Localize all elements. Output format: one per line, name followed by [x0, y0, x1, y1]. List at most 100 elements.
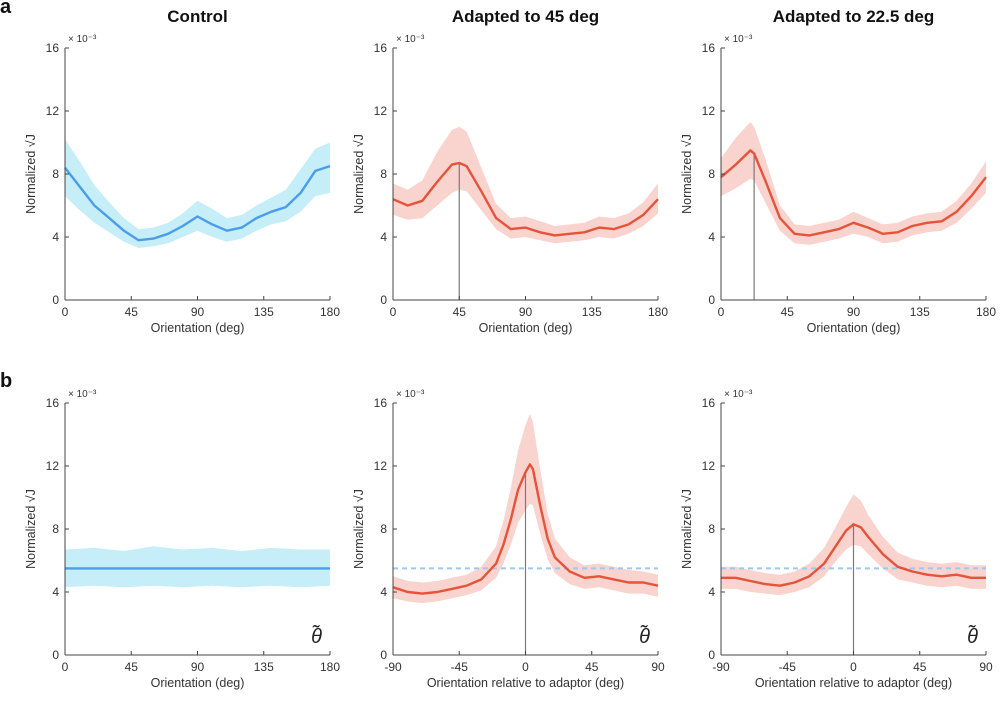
y-axis-label: Normalized √J — [24, 134, 38, 214]
x-tick-label: 0 — [62, 660, 69, 674]
y-exponent-label: × 10⁻³ — [724, 34, 753, 45]
x-tick-label: 135 — [254, 660, 274, 674]
y-axis-label: Normalized √J — [352, 489, 366, 569]
x-tick-label: 90 — [519, 305, 533, 319]
series-line — [720, 149, 987, 237]
x-axis-label: Orientation (deg) — [151, 321, 245, 335]
panel-b1: 0 4 8 12 16 0 45 90 135 180 × 10⁻³ Orientation (deg… — [24, 389, 340, 690]
y-axis-label: Normalized √J — [680, 489, 694, 569]
y-tick-label: 0 — [380, 293, 387, 307]
theta-symbol: θ̃ — [639, 624, 650, 648]
x-tick-label: 0 — [62, 305, 69, 319]
panel-a2: Adapted to 45 deg 0 4 8 12 16 0 45 90 135 180 × 10⁻… — [352, 7, 668, 335]
y-tick-label: 16 — [374, 396, 388, 410]
confidence-band — [65, 139, 330, 248]
theta-symbol: θ̃ — [967, 624, 978, 648]
x-tick-label: 90 — [847, 305, 861, 319]
x-tick-label: 180 — [320, 305, 340, 319]
x-tick-label: 45 — [781, 305, 795, 319]
y-exponent-label: × 10⁻³ — [68, 34, 97, 45]
x-tick-label: -90 — [384, 660, 402, 674]
y-exponent-label: × 10⁻³ — [68, 389, 97, 400]
y-tick-label: 8 — [52, 522, 59, 536]
y-tick-label: 4 — [708, 230, 715, 244]
x-tick-label: 0 — [390, 305, 397, 319]
y-axis-label: Normalized √J — [680, 134, 694, 214]
y-tick-label: 0 — [708, 648, 715, 662]
y-tick-label: 12 — [702, 104, 716, 118]
y-tick-label: 12 — [374, 459, 388, 473]
x-axis-label: Orientation (deg) — [807, 321, 901, 335]
x-tick-label: 135 — [582, 305, 602, 319]
y-tick-label: 12 — [702, 459, 716, 473]
x-tick-label: 180 — [648, 305, 668, 319]
x-tick-label: 90 — [651, 660, 665, 674]
panel-a1: Control 0 4 8 12 16 0 45 90 135 180 × 10⁻³ Orientati… — [24, 7, 340, 335]
y-tick-label: 0 — [52, 648, 59, 662]
y-tick-label: 8 — [52, 167, 59, 181]
panel-b3: 0 4 8 12 16 -90 -45 0 45 90 × 10⁻³ Orientation rela… — [680, 389, 993, 690]
y-tick-label: 12 — [374, 104, 388, 118]
panel-title: Adapted to 45 deg — [452, 7, 599, 26]
x-tick-label: 180 — [976, 305, 996, 319]
x-tick-label: -45 — [779, 660, 797, 674]
x-tick-label: 135 — [254, 305, 274, 319]
y-tick-label: 16 — [46, 41, 60, 55]
x-tick-label: 180 — [320, 660, 340, 674]
panel-a3: Adapted to 22.5 deg 0 4 8 12 16 0 45 90 135 180 × 1… — [680, 7, 996, 335]
y-tick-label: 4 — [380, 585, 387, 599]
panel-b2: 0 4 8 12 16 -90 -45 0 45 90 × 10⁻³ Orientation rela… — [352, 389, 665, 690]
confidence-band — [721, 122, 986, 245]
x-axis-label: Orientation relative to adaptor (deg) — [427, 676, 624, 690]
y-tick-label: 12 — [46, 104, 60, 118]
y-tick-label: 8 — [380, 167, 387, 181]
x-tick-label: 45 — [585, 660, 599, 674]
y-tick-label: 16 — [374, 41, 388, 55]
x-tick-label: 45 — [913, 660, 927, 674]
x-tick-label: 0 — [850, 660, 857, 674]
y-axis-label: Normalized √J — [24, 489, 38, 569]
series-line — [392, 161, 659, 237]
row-label-b: b — [0, 370, 13, 392]
y-tick-label: 4 — [52, 230, 59, 244]
y-tick-label: 8 — [708, 167, 715, 181]
theta-symbol: θ̃ — [311, 624, 322, 648]
x-axis-label: Orientation (deg) — [151, 676, 245, 690]
y-axis-label: Normalized √J — [352, 134, 366, 214]
y-tick-label: 4 — [708, 585, 715, 599]
x-axis-label: Orientation (deg) — [479, 321, 573, 335]
y-exponent-label: × 10⁻³ — [396, 34, 425, 45]
y-tick-label: 4 — [380, 230, 387, 244]
x-tick-label: -45 — [451, 660, 469, 674]
series-line — [721, 523, 986, 587]
x-tick-label: 135 — [910, 305, 930, 319]
x-tick-label: 45 — [125, 660, 139, 674]
y-tick-label: 0 — [52, 293, 59, 307]
confidence-band — [393, 126, 658, 244]
y-tick-label: 8 — [380, 522, 387, 536]
series-line — [392, 463, 659, 595]
y-tick-label: 16 — [702, 396, 716, 410]
panel-title: Adapted to 22.5 deg — [773, 7, 935, 26]
y-exponent-label: × 10⁻³ — [724, 389, 753, 400]
x-tick-label: 45 — [453, 305, 467, 319]
x-tick-label: -90 — [712, 660, 730, 674]
panel-title: Control — [167, 7, 227, 26]
x-tick-label: 90 — [979, 660, 993, 674]
x-tick-label: 0 — [522, 660, 529, 674]
y-exponent-label: × 10⁻³ — [396, 389, 425, 400]
y-tick-label: 0 — [380, 648, 387, 662]
y-tick-label: 12 — [46, 459, 60, 473]
y-tick-label: 16 — [702, 41, 716, 55]
confidence-band — [65, 546, 330, 588]
x-tick-label: 0 — [718, 305, 725, 319]
x-tick-label: 90 — [191, 305, 205, 319]
x-tick-label: 45 — [125, 305, 139, 319]
x-tick-label: 90 — [191, 660, 205, 674]
y-tick-label: 16 — [46, 396, 60, 410]
y-tick-label: 0 — [708, 293, 715, 307]
y-tick-label: 8 — [708, 522, 715, 536]
row-label-a: a — [0, 0, 12, 18]
y-tick-label: 4 — [52, 585, 59, 599]
